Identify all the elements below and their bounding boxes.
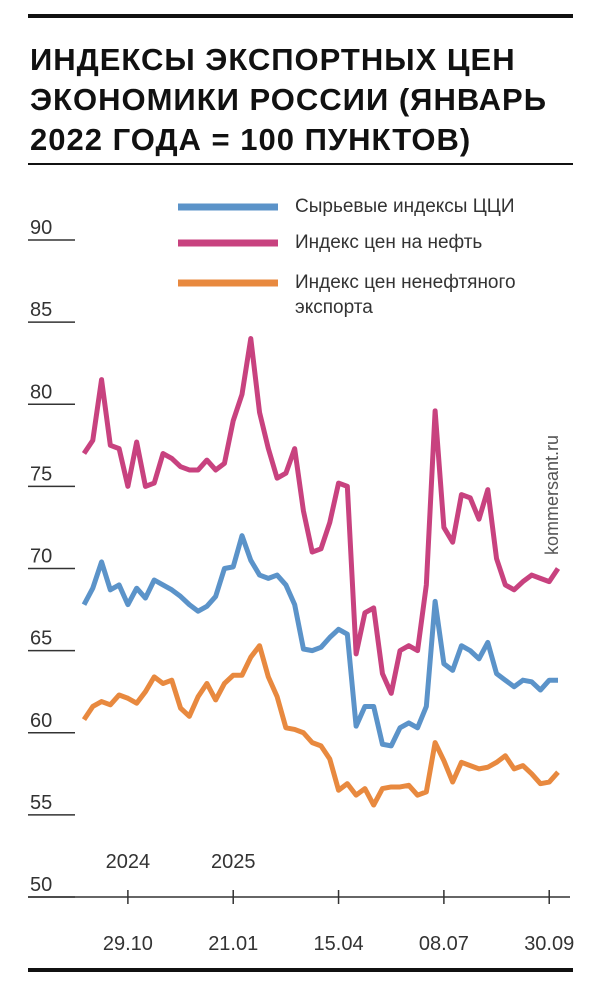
y-tick-label: 90 <box>30 217 52 239</box>
y-tick-label: 70 <box>30 546 52 568</box>
chart-title: ИНДЕКСЫ ЭКСПОРТНЫХ ЦЕН ЭКОНОМИКИ РОССИИ … <box>30 42 548 157</box>
y-tick-label: 80 <box>30 381 52 403</box>
source: kommersant.ru <box>542 435 562 555</box>
year-label: 2025 <box>211 851 256 873</box>
x-tick-label: 08.07 <box>419 933 469 955</box>
y-tick-label: 50 <box>30 874 52 896</box>
y-tick-label: 55 <box>30 792 52 814</box>
y-tick-label: 85 <box>30 299 52 321</box>
series-line <box>81 336 561 696</box>
legend-label: Индекс цен ненефтяного экспорта <box>295 272 516 318</box>
y-tick-label: 75 <box>30 463 52 485</box>
x-tick-label: 21.01 <box>208 933 258 955</box>
legend-label: Сырьевые индексы ЦЦИ <box>295 196 515 217</box>
legend-label: Индекс цен на нефть <box>295 232 483 253</box>
series-line <box>81 643 560 808</box>
y-tick-label: 65 <box>30 628 52 650</box>
year-label: 2024 <box>106 851 151 873</box>
x-tick-label: 30.09 <box>524 933 574 955</box>
x-tick-label: 15.04 <box>314 933 364 955</box>
x-tick-label: 29.10 <box>103 933 153 955</box>
series-line <box>81 533 558 749</box>
y-tick-label: 60 <box>30 710 52 732</box>
